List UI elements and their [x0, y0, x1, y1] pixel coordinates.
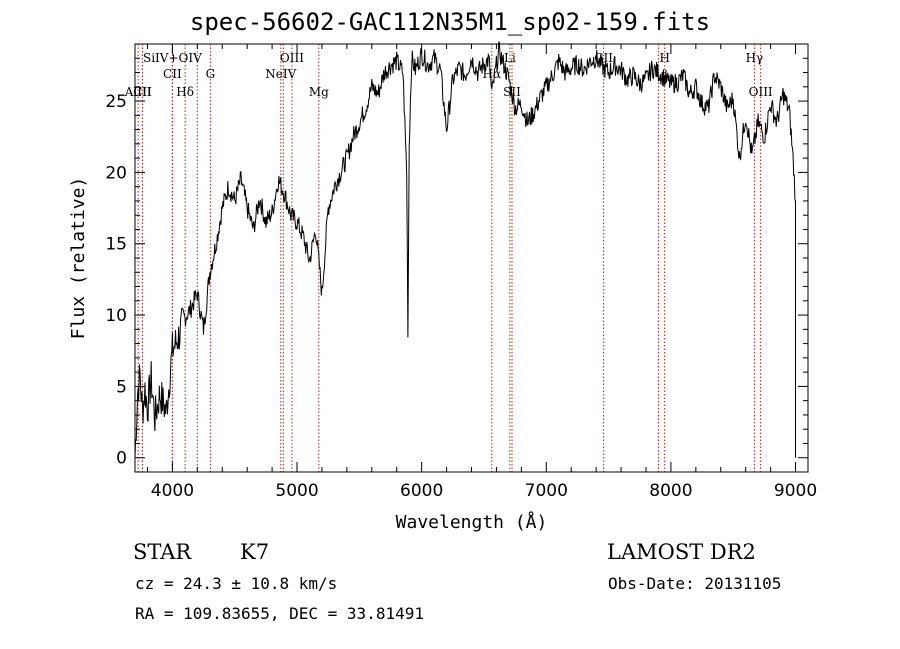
sky-coordinates: RA = 109.83655, DEC = 33.81491 — [135, 604, 424, 623]
flux-series-line — [134, 41, 796, 459]
survey-name: LAMOST DR2 — [607, 540, 756, 564]
y-tick-label: 10 — [105, 306, 127, 326]
x-tick-label: 8000 — [649, 481, 692, 501]
y-axis-label: Flux (relative) — [68, 177, 89, 340]
chart-title: spec-56602-GAC112N35M1_sp02-159.fits — [189, 8, 711, 36]
y-tick-label: 20 — [105, 163, 127, 183]
line-marker-label: NeIV — [265, 67, 296, 81]
line-marker-label: H — [659, 51, 669, 65]
line-marker-label: Hγ — [746, 51, 764, 65]
line-marker-label: Hδ — [176, 85, 194, 99]
line-marker-label: CII — [133, 85, 152, 99]
line-marker-label: OIII — [749, 85, 773, 99]
y-tick-label: 0 — [116, 449, 127, 469]
line-marker-label: AlIII — [124, 85, 152, 99]
y-tick-label: 25 — [105, 92, 127, 112]
line-marker-label: Li — [504, 51, 516, 65]
axis-ticks — [135, 44, 808, 472]
line-marker-label: Mg — [309, 85, 329, 99]
plot-frame — [134, 43, 809, 473]
x-tick-label: 4000 — [151, 481, 194, 501]
x-tick-label: 9000 — [774, 481, 817, 501]
observation-date: Obs-Date: 20131105 — [608, 574, 782, 593]
line-marker-label: SiIV+OIV — [143, 51, 202, 65]
y-tick-label: 5 — [116, 377, 127, 397]
line-marker-label: CII — [163, 67, 182, 81]
redshift-velocity: cz = 24.3 ± 10.8 km/s — [135, 574, 338, 593]
axis-tick-labels: 4000 5000 6000 7000 8000 9000 0 5 10 15 20 25 — [105, 92, 817, 501]
x-axis-label: Wavelength (Å) — [396, 511, 548, 533]
y-tick-label: 15 — [105, 235, 127, 255]
x-tick-label: 5000 — [275, 481, 318, 501]
x-tick-label: 7000 — [525, 481, 568, 501]
x-tick-label: 6000 — [400, 481, 443, 501]
line-marker-label: G — [206, 67, 216, 81]
line-marker-label: OIII — [280, 51, 304, 65]
object-subclass: K7 — [240, 540, 270, 564]
line-marker-labels: AlIIICIISiIV+OIVCIIHδGOIIINeIVMgHαLiSIIC… — [124, 51, 773, 99]
object-class: STAR — [133, 540, 192, 564]
